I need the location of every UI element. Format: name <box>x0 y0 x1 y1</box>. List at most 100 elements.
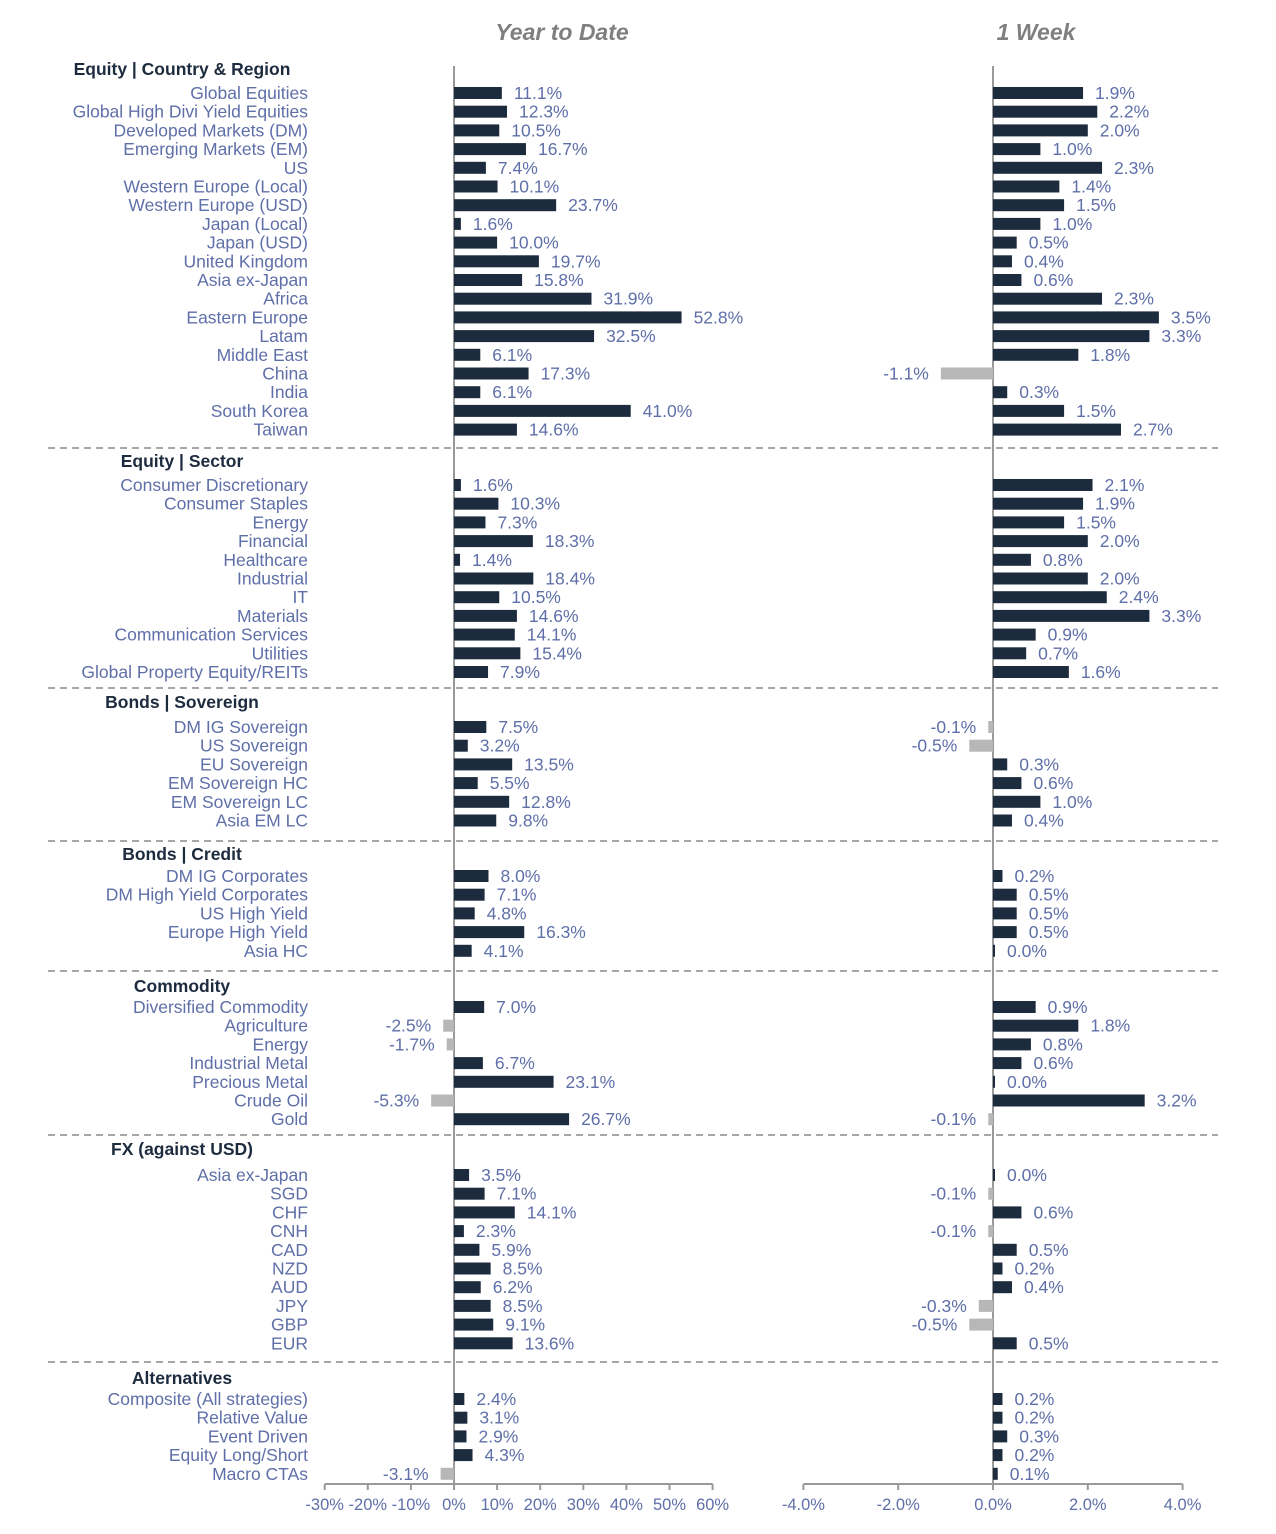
category-label: EUR <box>271 1333 308 1353</box>
ytd-bar <box>454 87 502 99</box>
x-tick-label: 50% <box>653 1496 686 1514</box>
week-value-label: -1.1% <box>883 364 929 384</box>
week-bar <box>993 516 1065 529</box>
week-value-label: -0.1% <box>931 1184 977 1204</box>
ytd-value-label: -5.3% <box>373 1091 419 1111</box>
ytd-value-label: 16.3% <box>536 922 586 942</box>
ytd-value-label: 31.9% <box>603 289 653 309</box>
week-bar <box>993 423 1121 436</box>
category-label: DM High Yield Corporates <box>106 885 309 905</box>
week-bar <box>988 1225 993 1238</box>
category-label: Global High Divi Yield Equities <box>73 102 309 122</box>
week-bar <box>993 311 1159 324</box>
week-bar <box>993 1243 1017 1256</box>
week-bar <box>993 1262 1003 1275</box>
category-label: United Kingdom <box>183 251 308 271</box>
ytd-value-label: 41.0% <box>643 401 693 421</box>
ytd-bar <box>454 944 472 957</box>
ytd-bar <box>454 479 461 491</box>
ytd-bar <box>454 609 517 622</box>
week-bar <box>993 292 1103 305</box>
week-bar <box>993 1169 995 1181</box>
x-tick-label: -10% <box>392 1496 431 1514</box>
category-label: Global Property Equity/REITs <box>81 662 308 682</box>
week-value-label: 1.8% <box>1090 345 1130 365</box>
ytd-bar <box>454 1449 473 1462</box>
week-value-label: -0.1% <box>931 1221 977 1241</box>
ytd-bar <box>443 1019 454 1032</box>
ytd-bar <box>454 1411 468 1424</box>
week-value-label: 2.0% <box>1100 120 1140 140</box>
week-value-label: 0.2% <box>1014 1445 1054 1465</box>
week-bar <box>993 926 1017 939</box>
ytd-bar <box>454 1393 465 1405</box>
category-label: CHF <box>272 1202 308 1222</box>
category-label: Asia HC <box>244 941 308 961</box>
week-value-label: 1.5% <box>1076 512 1116 532</box>
category-label: Energy <box>253 512 309 532</box>
ytd-bar <box>454 404 631 417</box>
week-bar <box>993 199 1065 212</box>
week-bar <box>993 628 1036 641</box>
ytd-value-label: 10.1% <box>510 177 560 197</box>
category-label: EM Sovereign HC <box>168 773 308 793</box>
week-bar <box>993 1411 1003 1424</box>
week-bar <box>993 1094 1145 1107</box>
ytd-value-label: 6.1% <box>492 382 532 402</box>
category-label: Asia EM LC <box>216 811 308 831</box>
ytd-value-label: 10.0% <box>509 233 559 253</box>
ytd-value-label: 7.4% <box>498 158 538 178</box>
week-panel-title: 1 Week <box>997 19 1077 45</box>
week-bar <box>993 758 1008 771</box>
week-value-label: 0.2% <box>1014 1389 1054 1409</box>
ytd-value-label: 3.5% <box>481 1165 521 1185</box>
week-bar <box>988 1113 993 1126</box>
week-bar <box>993 1393 1003 1405</box>
ytd-value-label: 4.1% <box>484 941 524 961</box>
ytd-bar <box>454 1187 485 1200</box>
x-tick-label: -30% <box>305 1496 344 1514</box>
ytd-value-label: -1.7% <box>389 1034 435 1054</box>
week-value-label: 2.2% <box>1109 102 1149 122</box>
ytd-value-label: -2.5% <box>386 1016 432 1036</box>
category-label: Financial <box>238 531 308 551</box>
week-value-label: 0.3% <box>1019 754 1059 774</box>
ytd-value-label: 2.9% <box>478 1426 518 1446</box>
week-value-label: 0.8% <box>1043 550 1083 570</box>
ytd-bar <box>454 292 592 305</box>
week-value-label: 1.9% <box>1095 494 1135 514</box>
week-value-label: 0.6% <box>1033 1202 1073 1222</box>
ytd-value-label: 19.7% <box>551 251 601 271</box>
week-value-label: 3.2% <box>1157 1091 1197 1111</box>
ytd-bar <box>454 870 489 882</box>
week-bar <box>993 161 1103 174</box>
week-value-label: 0.0% <box>1007 941 1047 961</box>
ytd-value-label: 3.2% <box>480 736 520 756</box>
week-value-label: 0.9% <box>1048 997 1088 1017</box>
ytd-value-label: 6.2% <box>493 1277 533 1297</box>
category-label: US Sovereign <box>200 736 308 756</box>
ytd-value-label: 3.1% <box>479 1408 519 1428</box>
category-label: GBP <box>271 1315 308 1335</box>
week-value-label: 2.0% <box>1100 531 1140 551</box>
ytd-value-label: 26.7% <box>581 1109 631 1129</box>
week-value-label: 0.5% <box>1029 233 1069 253</box>
week-value-label: 0.8% <box>1043 1034 1083 1054</box>
ytd-bar <box>431 1094 454 1107</box>
ytd-value-label: 14.1% <box>527 1202 577 1222</box>
category-label: Eastern Europe <box>186 307 308 327</box>
ytd-bar <box>454 217 461 230</box>
ytd-bar <box>454 926 525 939</box>
ytd-bar <box>454 161 486 174</box>
category-label: Japan (USD) <box>207 233 308 253</box>
week-value-label: -0.3% <box>921 1296 967 1316</box>
week-bar <box>993 87 1084 99</box>
ytd-value-label: 8.0% <box>500 866 540 886</box>
week-value-label: 1.0% <box>1052 214 1092 234</box>
ytd-bar <box>454 1206 515 1219</box>
week-value-label: 3.5% <box>1171 307 1211 327</box>
week-bar <box>993 591 1107 604</box>
week-bar <box>993 1057 1022 1070</box>
ytd-value-label: 6.1% <box>492 345 532 365</box>
week-bar <box>993 236 1017 249</box>
